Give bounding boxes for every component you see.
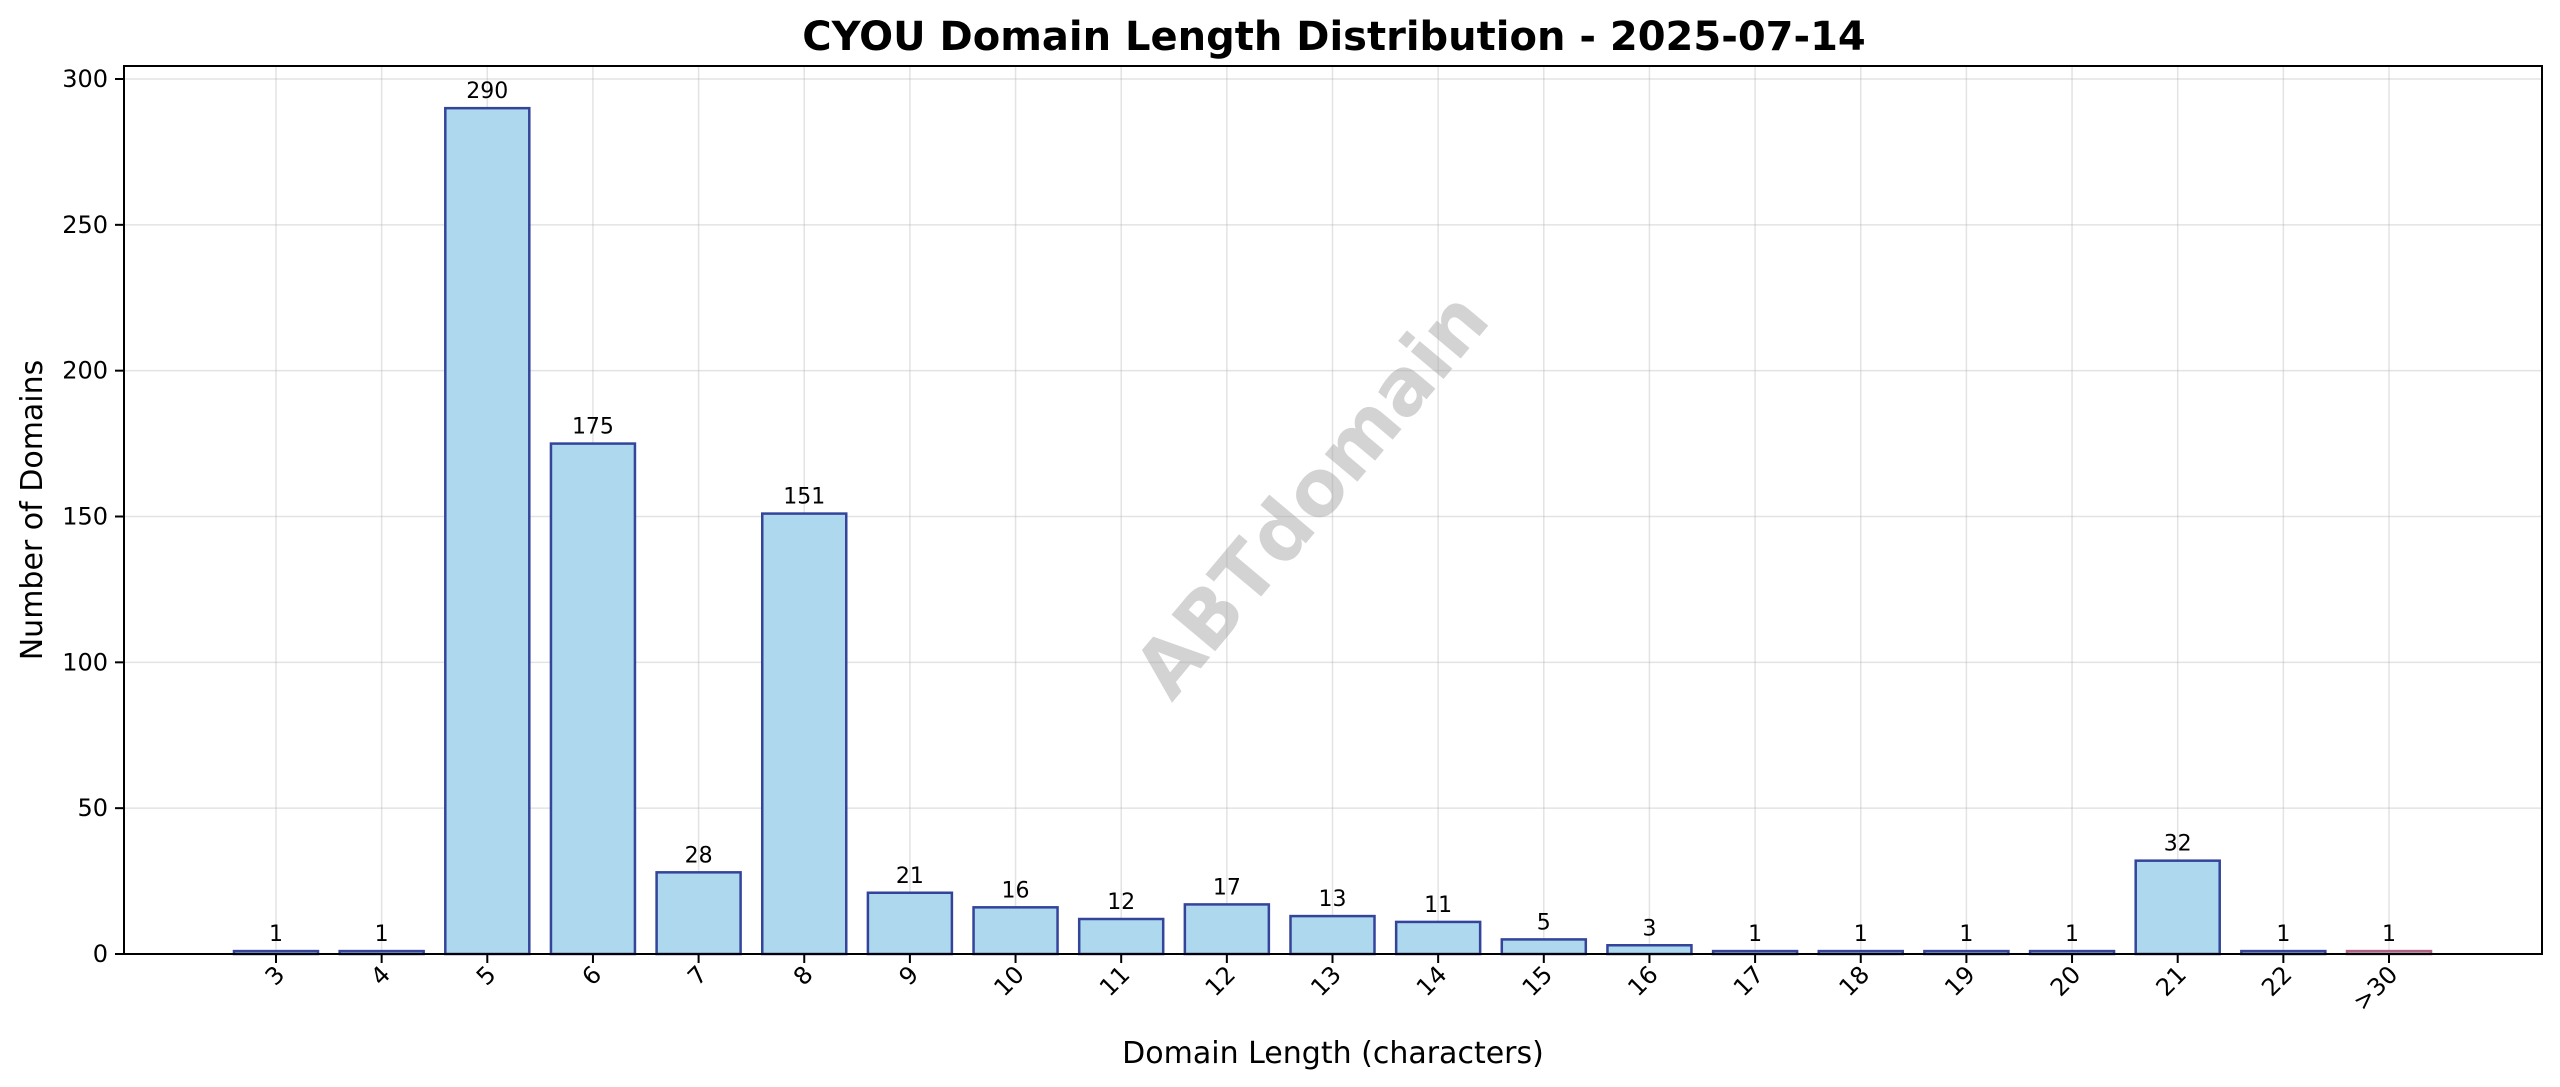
data-label: 5 — [1537, 910, 1551, 935]
x-tick-label: 21 — [2151, 960, 2192, 1001]
bar-7 — [655, 871, 742, 956]
data-label: 1 — [1854, 922, 1868, 947]
data-label: 17 — [1213, 875, 1241, 900]
y-tick-label: 0 — [93, 940, 108, 968]
x-axis-ticks: 3 4 5 6 7 8 9 10 11 12 13 14 15 16 17 18 19 20 21 22 >30 — [260, 954, 2404, 1016]
data-label: 1 — [375, 922, 389, 947]
y-axis-ticks: 0 50 100 150 200 250 300 — [62, 65, 124, 968]
bar-11 — [1077, 917, 1165, 956]
x-tick-label: 6 — [577, 960, 608, 991]
data-label: 151 — [783, 485, 825, 510]
data-label: 1 — [1959, 922, 1973, 947]
bars — [232, 106, 2433, 956]
x-tick-label: 19 — [1939, 960, 1980, 1001]
x-tick-label: 8 — [788, 960, 819, 991]
x-tick-label: 11 — [1094, 960, 1135, 1001]
bar-13 — [1289, 914, 1376, 956]
data-label: 32 — [2164, 832, 2192, 857]
data-label: 1 — [269, 922, 283, 947]
bar-14 — [1394, 920, 1482, 956]
x-tick-label: 5 — [471, 960, 502, 991]
data-label: 3 — [1642, 916, 1656, 941]
bar-15 — [1500, 938, 1588, 956]
y-tick-label: 100 — [62, 648, 108, 676]
bar-10 — [972, 906, 1059, 956]
y-axis-label: Number of Domains — [15, 360, 50, 661]
data-label: 1 — [2276, 922, 2290, 947]
data-label: 13 — [1319, 887, 1347, 912]
y-tick-label: 300 — [62, 65, 108, 93]
data-label: 1 — [2382, 922, 2396, 947]
data-label: 11 — [1424, 893, 1452, 918]
x-tick-label: 12 — [1200, 960, 1241, 1001]
x-tick-label: 10 — [988, 960, 1029, 1001]
x-tick-label: 7 — [682, 960, 713, 991]
watermark: ABTdomain — [1117, 275, 1506, 715]
data-label: 12 — [1107, 890, 1135, 915]
data-label: 1 — [1748, 922, 1762, 947]
bar-6 — [549, 442, 637, 956]
y-tick-label: 200 — [62, 357, 108, 385]
x-tick-label: 17 — [1728, 960, 1769, 1001]
bar-21 — [2134, 859, 2221, 956]
x-tick-label: 4 — [365, 960, 396, 991]
x-tick-label: 13 — [1305, 960, 1346, 1001]
x-tick-label: 18 — [1834, 960, 1875, 1001]
bar-8 — [761, 512, 848, 956]
x-tick-label: 22 — [2256, 960, 2297, 1001]
x-axis-label: Domain Length (characters) — [1122, 1036, 1544, 1071]
bar-12 — [1183, 903, 1271, 956]
x-tick-label: 20 — [2045, 960, 2086, 1001]
data-label: 1 — [2065, 922, 2079, 947]
y-tick-label: 250 — [62, 211, 108, 239]
x-tick-label: 9 — [894, 960, 925, 991]
x-tick-label: >30 — [2348, 960, 2404, 1016]
y-tick-label: 150 — [62, 503, 108, 531]
bar-16 — [1606, 944, 1693, 956]
bar-9 — [866, 891, 954, 956]
x-tick-label: 15 — [1517, 960, 1558, 1001]
x-tick-label: 16 — [1622, 960, 1663, 1001]
data-label: 290 — [466, 79, 508, 104]
chart-title: CYOU Domain Length Distribution - 2025-0… — [802, 14, 1866, 60]
x-tick-label: 14 — [1411, 960, 1452, 1001]
y-tick-label: 50 — [77, 794, 108, 822]
data-label: 28 — [685, 843, 713, 868]
data-label: 16 — [1002, 878, 1030, 903]
bar-5 — [444, 106, 531, 956]
data-label: 175 — [572, 415, 614, 440]
x-tick-label: 3 — [260, 960, 291, 991]
data-label: 21 — [896, 864, 924, 889]
